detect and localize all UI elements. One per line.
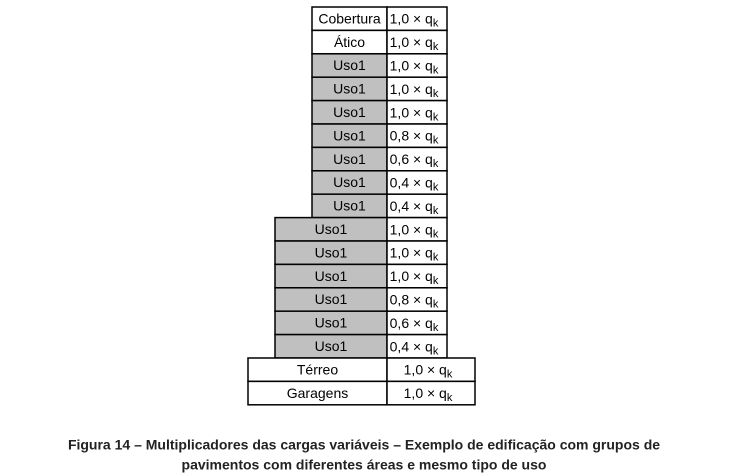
floor-label: Uso1	[333, 81, 366, 97]
factor-subscript: k	[447, 392, 453, 404]
floor-label: Uso1	[315, 268, 348, 284]
load-factor: 0,8 × qk	[390, 127, 439, 146]
factor-text: 1,0 × q	[390, 104, 433, 120]
load-factor: 1,0 × qk	[390, 104, 439, 123]
load-factor: 1,0 × qk	[404, 361, 453, 380]
floor-label: Uso1	[333, 198, 366, 214]
factor-subscript: k	[433, 88, 439, 100]
load-factor: 1,0 × qk	[390, 221, 439, 240]
load-factor: 0,6 × qk	[390, 315, 439, 334]
factor-subscript: k	[433, 275, 439, 287]
floor-label: Garagens	[287, 385, 348, 401]
floor-label: Cobertura	[318, 10, 380, 26]
floor-label: Uso1	[315, 291, 348, 307]
factor-subscript: k	[433, 252, 439, 264]
factor-cell	[386, 380, 476, 406]
factor-text: 1,0 × q	[390, 268, 433, 284]
factor-text: 1,0 × q	[404, 385, 447, 401]
factor-subscript: k	[433, 298, 439, 310]
floor-label: Uso1	[315, 315, 348, 331]
load-factor: 1,0 × qk	[390, 34, 439, 53]
floor-label: Uso1	[333, 104, 366, 120]
factor-subscript: k	[447, 369, 453, 381]
factor-text: 0,6 × q	[390, 315, 433, 331]
factor-text: 0,8 × q	[390, 291, 433, 307]
load-factor: 0,4 × qk	[390, 338, 439, 357]
load-factor: 0,8 × qk	[390, 291, 439, 310]
caption-line: Figura 14 – Multiplicadores das cargas v…	[68, 437, 660, 453]
load-factor: 1,0 × qk	[390, 10, 439, 29]
factor-subscript: k	[433, 345, 439, 357]
factor-subscript: k	[433, 135, 439, 147]
floor-label: Uso1	[315, 221, 348, 237]
factor-text: 1,0 × q	[390, 34, 433, 50]
factor-subscript: k	[433, 228, 439, 240]
factor-text: 0,4 × q	[390, 338, 433, 354]
floor-label: Térreo	[297, 361, 338, 377]
factor-text: 1,0 × q	[390, 244, 433, 260]
load-factor: 0,4 × qk	[390, 198, 439, 217]
load-factor: 1,0 × qk	[390, 244, 439, 263]
factor-text: 1,0 × q	[390, 221, 433, 237]
factor-subscript: k	[433, 205, 439, 217]
factor-subscript: k	[433, 41, 439, 53]
factor-subscript: k	[433, 322, 439, 334]
factor-text: 1,0 × q	[404, 361, 447, 377]
floor-label: Uso1	[333, 127, 366, 143]
factor-text: 1,0 × q	[390, 10, 433, 26]
factor-text: 0,8 × q	[390, 127, 433, 143]
factor-text: 0,4 × q	[390, 174, 433, 190]
floor-label: Uso1	[315, 244, 348, 260]
load-factor: 1,0 × qk	[390, 57, 439, 76]
load-factor: 0,6 × qk	[390, 151, 439, 170]
factor-subscript: k	[433, 111, 439, 123]
load-factor: 1,0 × qk	[390, 268, 439, 287]
factor-subscript: k	[433, 158, 439, 170]
factor-text: 0,4 × q	[390, 198, 433, 214]
floor-label: Uso1	[333, 174, 366, 190]
load-factor: 1,0 × qk	[404, 385, 453, 404]
floor-label: Uso1	[315, 338, 348, 354]
factor-text: 1,0 × q	[390, 57, 433, 73]
floor-label: Ático	[334, 34, 365, 50]
load-factor: 1,0 × qk	[390, 81, 439, 100]
floor-label: Uso1	[333, 151, 366, 167]
factor-text: 0,6 × q	[390, 151, 433, 167]
factor-text: 1,0 × q	[390, 81, 433, 97]
floor-label: Uso1	[333, 57, 366, 73]
load-factor: 0,4 × qk	[390, 174, 439, 193]
caption-line: pavimentos com diferentes áreas e mesmo …	[182, 457, 547, 473]
factor-subscript: k	[433, 181, 439, 193]
factor-subscript: k	[433, 18, 439, 30]
factor-subscript: k	[433, 64, 439, 76]
